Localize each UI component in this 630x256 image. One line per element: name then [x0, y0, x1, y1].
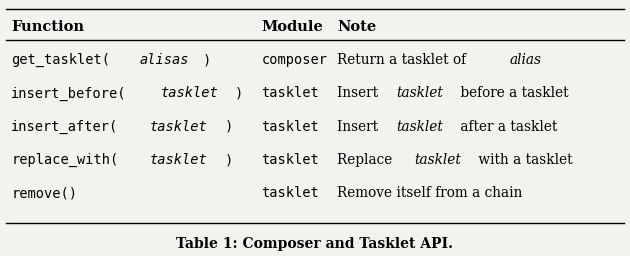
Text: Remove itself from a chain: Remove itself from a chain [337, 186, 522, 200]
Text: Note: Note [337, 20, 376, 34]
Text: Table 1: Composer and Tasklet API.: Table 1: Composer and Tasklet API. [176, 237, 454, 251]
Text: insert_after(: insert_after( [11, 120, 118, 134]
Text: ): ) [224, 153, 232, 167]
Text: Insert: Insert [337, 87, 382, 100]
Text: tasklet: tasklet [261, 186, 319, 200]
Text: alisas: alisas [139, 53, 188, 67]
Text: before a tasklet: before a tasklet [456, 87, 569, 100]
Text: tasklet: tasklet [396, 120, 443, 134]
Text: ): ) [224, 120, 232, 134]
Text: after a tasklet: after a tasklet [456, 120, 558, 134]
Text: tasklet: tasklet [414, 153, 461, 167]
Text: tasklet: tasklet [261, 87, 319, 100]
Text: Return a tasklet of: Return a tasklet of [337, 53, 471, 67]
Text: tasklet: tasklet [261, 153, 319, 167]
Text: ): ) [235, 87, 243, 100]
Text: tasklet: tasklet [261, 120, 319, 134]
Text: insert_before(: insert_before( [11, 86, 127, 101]
Text: alias: alias [509, 53, 541, 67]
Text: tasklet: tasklet [150, 120, 207, 134]
Text: composer: composer [261, 53, 328, 67]
Text: get_tasklet(: get_tasklet( [11, 53, 110, 67]
Text: Function: Function [11, 20, 84, 34]
Text: Replace: Replace [337, 153, 397, 167]
Text: replace_with(: replace_with( [11, 153, 118, 167]
Text: with a tasklet: with a tasklet [474, 153, 573, 167]
Text: Module: Module [261, 20, 323, 34]
Text: Insert: Insert [337, 120, 382, 134]
Text: ): ) [203, 53, 211, 67]
Text: remove(): remove() [11, 186, 77, 200]
Text: tasklet: tasklet [396, 87, 443, 100]
Text: tasklet: tasklet [150, 153, 207, 167]
Text: tasklet: tasklet [161, 87, 218, 100]
